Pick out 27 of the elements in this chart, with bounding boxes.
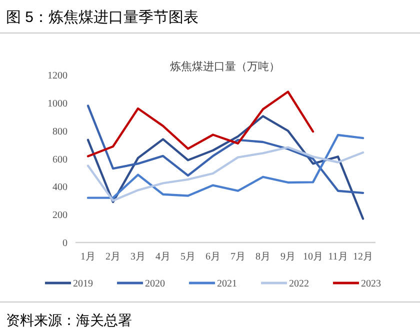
x-tick-label: 10月 (303, 252, 323, 262)
x-tick-label: 11月 (328, 252, 348, 262)
x-tick-label: 4月 (156, 252, 170, 262)
x-tick-label: 6月 (206, 252, 220, 262)
chart-title: 图 5：炼焦煤进口量季节图表 (6, 9, 199, 26)
legend-label: 2019 (73, 278, 93, 290)
y-tick-label: 0 (62, 238, 68, 249)
x-tick-label: 9月 (280, 252, 296, 262)
y-tick-label: 400 (52, 182, 68, 194)
chart-subtitle: 炼焦煤进口量（万吨） (170, 60, 280, 73)
legend-label: 2022 (289, 278, 309, 290)
x-tick-label: 8月 (256, 252, 270, 262)
x-tick-label: 12月 (353, 252, 373, 262)
y-tick-label: 600 (52, 154, 68, 166)
x-tick-label: 5月 (180, 252, 196, 262)
x-tick-label: 1月 (80, 252, 96, 262)
y-tick-label: 1200 (48, 70, 68, 82)
text: 资料来源：海关总署 (6, 312, 132, 328)
legend-label: 2021 (217, 278, 237, 290)
y-tick-label: 1000 (48, 98, 68, 110)
x-tick-label: 2月 (106, 252, 120, 262)
legend-label: 2020 (145, 278, 165, 290)
x-tick-label: 3月 (130, 252, 146, 262)
y-tick-label: 800 (52, 126, 68, 138)
x-tick-label: 7月 (230, 252, 246, 262)
y-tick-label: 200 (52, 210, 68, 222)
legend-label: 2023 (361, 278, 381, 290)
